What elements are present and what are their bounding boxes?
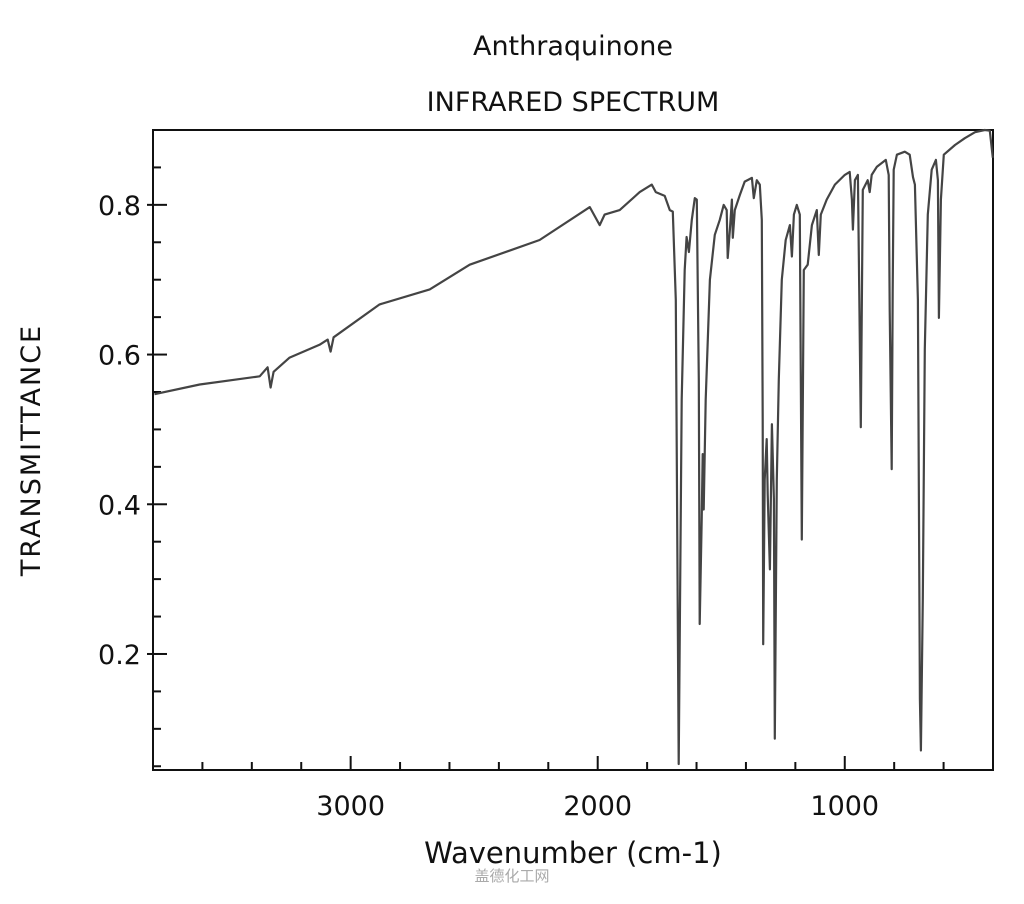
chart-title: Anthraquinone: [473, 31, 673, 62]
chart-subtitle: INFRARED SPECTRUM: [427, 87, 720, 118]
plot-frame: [152, 129, 994, 771]
watermark: 盖德化工网: [474, 867, 549, 885]
x-tick-label: 1000: [810, 791, 879, 822]
y-tick-label: 0.4: [98, 490, 141, 521]
y-tick-label: 0.2: [98, 640, 141, 671]
spectrum-line: [154, 128, 994, 766]
x-tick-label: 3000: [316, 791, 385, 822]
y-tick-label: 0.6: [98, 341, 141, 372]
x-tick-label: 2000: [563, 791, 632, 822]
y-tick-label: 0.8: [98, 191, 141, 222]
x-axis-label: Wavenumber (cm-1): [424, 836, 722, 870]
y-axis-label: TRANSMITTANCE: [16, 324, 47, 577]
